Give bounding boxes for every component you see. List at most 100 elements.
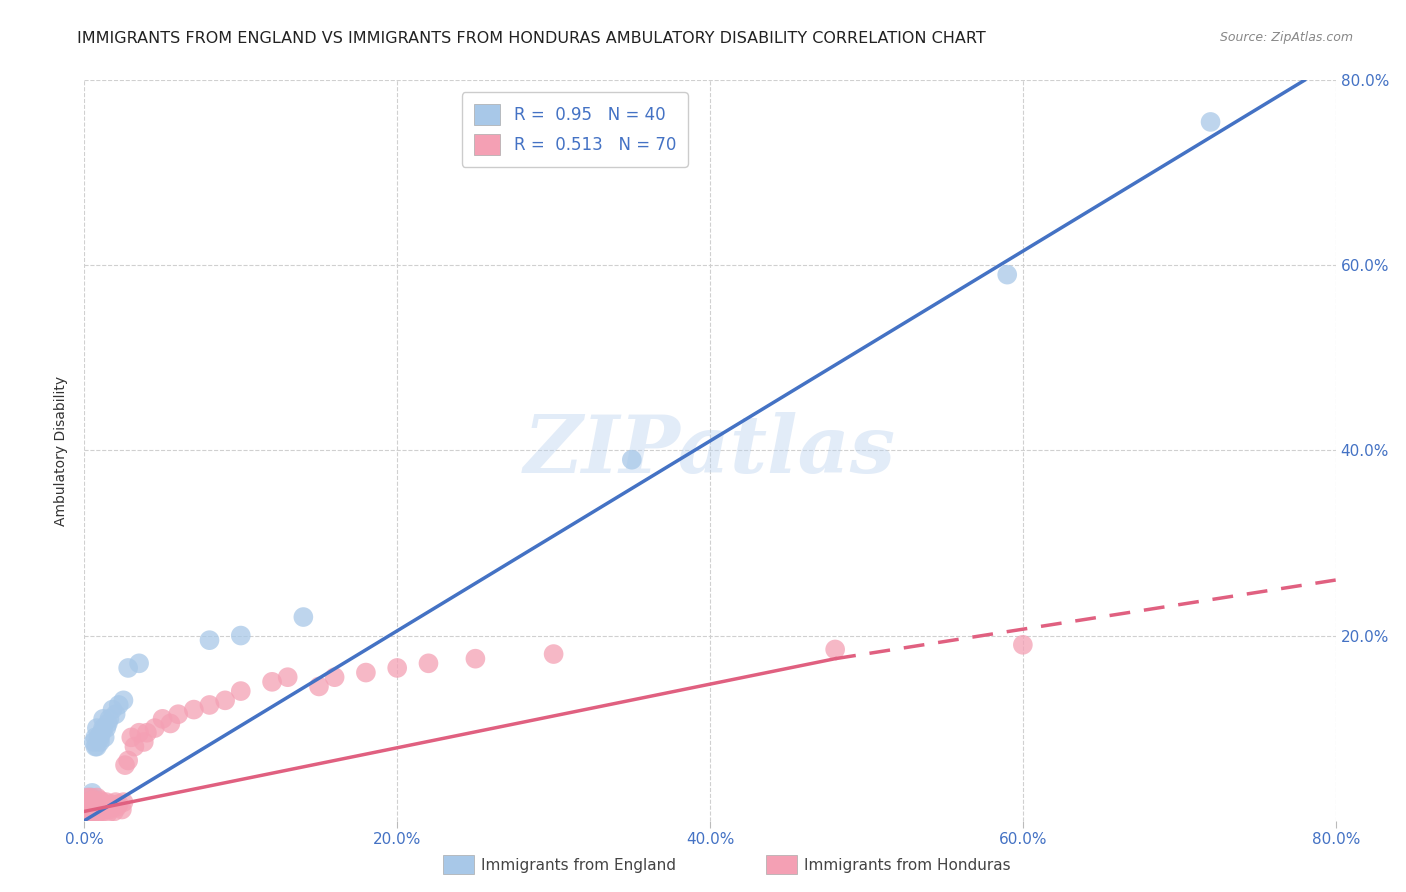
Point [136, 725, 159, 739]
Point [79, 805, 101, 819]
Point [543, 647, 565, 661]
Point [87, 797, 110, 811]
Point [117, 754, 139, 768]
Point [90, 803, 112, 817]
Point [89, 731, 111, 745]
Point [77, 806, 100, 821]
Point [90, 795, 112, 809]
Point [82, 806, 104, 821]
Point [79, 805, 101, 819]
Point [418, 657, 440, 671]
Point [83, 799, 105, 814]
Point [91, 797, 114, 811]
Point [1199, 115, 1222, 129]
Point [101, 703, 124, 717]
Point [107, 698, 129, 712]
Point [84, 803, 107, 817]
Point [97, 806, 120, 821]
Point [112, 693, 135, 707]
Point [84, 739, 107, 754]
Point [995, 268, 1018, 282]
Point [91, 805, 114, 819]
Point [214, 693, 236, 707]
Text: IMMIGRANTS FROM ENGLAND VS IMMIGRANTS FROM HONDURAS AMBULATORY DISABILITY CORREL: IMMIGRANTS FROM ENGLAND VS IMMIGRANTS FR… [77, 31, 986, 46]
Text: Immigrants from Honduras: Immigrants from Honduras [804, 858, 1011, 872]
Point [117, 661, 139, 675]
Point [76, 799, 98, 814]
Point [198, 698, 221, 712]
Text: ZIPatlas: ZIPatlas [524, 412, 896, 489]
Point [83, 795, 105, 809]
Point [79, 797, 101, 811]
Legend: R =  0.95   N = 40, R =  0.513   N = 70: R = 0.95 N = 40, R = 0.513 N = 70 [461, 92, 688, 167]
Point [98, 803, 121, 817]
Point [124, 739, 146, 754]
Text: Source: ZipAtlas.com: Source: ZipAtlas.com [1219, 31, 1353, 45]
Point [76, 797, 98, 811]
Point [105, 799, 128, 814]
Point [103, 805, 125, 819]
Point [104, 795, 127, 809]
Point [91, 721, 114, 735]
Point [77, 795, 100, 809]
Point [82, 793, 104, 807]
Point [323, 670, 346, 684]
Text: Immigrants from England: Immigrants from England [481, 858, 676, 872]
Point [89, 805, 111, 819]
Point [262, 674, 284, 689]
Point [86, 739, 108, 754]
Point [824, 642, 846, 657]
Point [93, 731, 115, 745]
Point [385, 661, 409, 675]
Point [76, 806, 98, 821]
Point [75, 806, 97, 821]
Point [120, 731, 142, 745]
Point [75, 799, 97, 814]
Point [292, 610, 315, 624]
Point [86, 790, 108, 805]
Point [104, 707, 127, 722]
Point [79, 793, 101, 807]
Point [128, 657, 150, 671]
Point [96, 721, 118, 735]
Point [97, 799, 120, 814]
Point [93, 799, 115, 814]
Point [86, 806, 108, 821]
Point [87, 803, 110, 817]
Point [143, 721, 166, 735]
Point [198, 633, 221, 648]
Point [107, 797, 129, 811]
Point [128, 725, 150, 739]
Point [76, 805, 98, 819]
Point [82, 786, 104, 800]
Y-axis label: Ambulatory Disability: Ambulatory Disability [55, 376, 69, 525]
Point [89, 793, 111, 807]
Point [1012, 638, 1035, 652]
Point [183, 703, 205, 717]
Point [77, 790, 100, 805]
Point [308, 680, 330, 694]
Point [97, 716, 120, 731]
Point [90, 725, 112, 739]
Point [79, 790, 101, 805]
Point [76, 790, 98, 805]
Point [114, 758, 136, 772]
Point [77, 795, 100, 809]
Point [111, 803, 134, 817]
Point [82, 799, 104, 814]
Point [100, 797, 122, 811]
Point [229, 628, 252, 642]
Point [86, 721, 108, 735]
Point [167, 707, 190, 722]
Point [83, 805, 105, 819]
Point [83, 735, 105, 749]
Point [159, 716, 181, 731]
Point [77, 803, 100, 817]
Point [112, 795, 135, 809]
Point [229, 684, 252, 698]
Point [152, 712, 174, 726]
Point [75, 805, 97, 819]
Point [464, 651, 486, 665]
Point [101, 799, 124, 814]
Point [132, 735, 155, 749]
